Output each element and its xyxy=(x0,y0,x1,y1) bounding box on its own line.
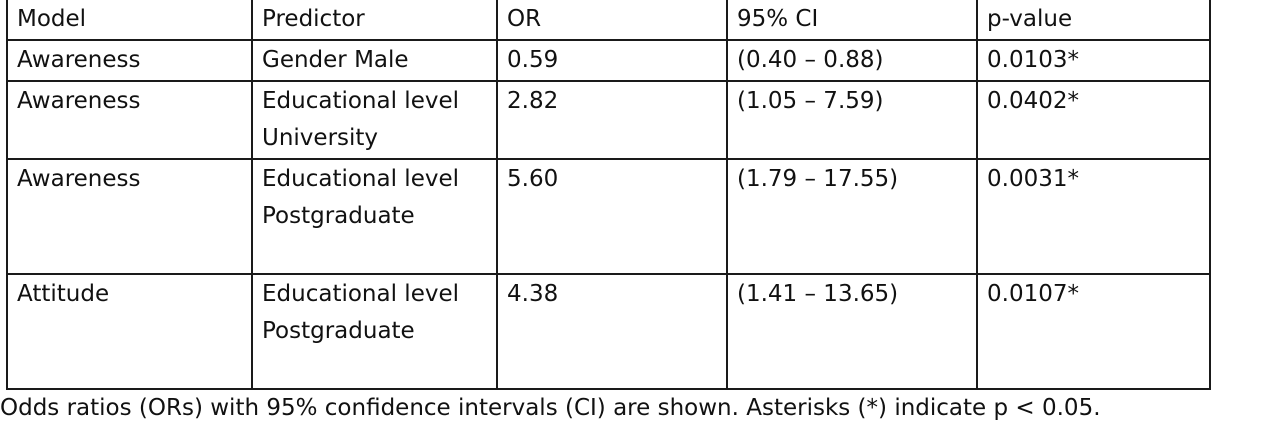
cell-or: 2.82 xyxy=(496,80,728,160)
table-header-row: Model Predictor OR 95% CI p-value xyxy=(6,0,1211,41)
table-footnote: Odds ratios (ORs) with 95% confidence in… xyxy=(0,395,1101,421)
cell-ci: (1.79 – 17.55) xyxy=(726,158,978,275)
cell-model: Awareness xyxy=(6,39,253,82)
table-row: Attitude Educational level Postgraduate … xyxy=(6,273,1211,390)
cell-p-value: 0.0103* xyxy=(976,39,1211,82)
header-model: Model xyxy=(6,0,253,41)
cell-p-value: 0.0402* xyxy=(976,80,1211,160)
cell-model: Awareness xyxy=(6,158,253,275)
odds-ratio-table: Model Predictor OR 95% CI p-value Awaren… xyxy=(6,0,1211,390)
cell-ci: (1.05 – 7.59) xyxy=(726,80,978,160)
header-p-value: p-value xyxy=(976,0,1211,41)
cell-or: 0.59 xyxy=(496,39,728,82)
header-ci: 95% CI xyxy=(726,0,978,41)
cell-p-value: 0.0107* xyxy=(976,273,1211,390)
table-row: Awareness Educational level University 2… xyxy=(6,80,1211,160)
cell-p-value: 0.0031* xyxy=(976,158,1211,275)
cell-or: 5.60 xyxy=(496,158,728,275)
cell-predictor: Educational level University xyxy=(251,80,498,160)
cell-model: Attitude xyxy=(6,273,253,390)
cell-ci: (0.40 – 0.88) xyxy=(726,39,978,82)
cell-predictor: Educational level Postgraduate xyxy=(251,158,498,275)
cell-predictor: Gender Male xyxy=(251,39,498,82)
table-row: Awareness Educational level Postgraduate… xyxy=(6,158,1211,275)
table-row: Awareness Gender Male 0.59 (0.40 – 0.88)… xyxy=(6,39,1211,82)
cell-or: 4.38 xyxy=(496,273,728,390)
cell-ci: (1.41 – 13.65) xyxy=(726,273,978,390)
cell-model: Awareness xyxy=(6,80,253,160)
cell-predictor: Educational level Postgraduate xyxy=(251,273,498,390)
header-predictor: Predictor xyxy=(251,0,498,41)
header-or: OR xyxy=(496,0,728,41)
